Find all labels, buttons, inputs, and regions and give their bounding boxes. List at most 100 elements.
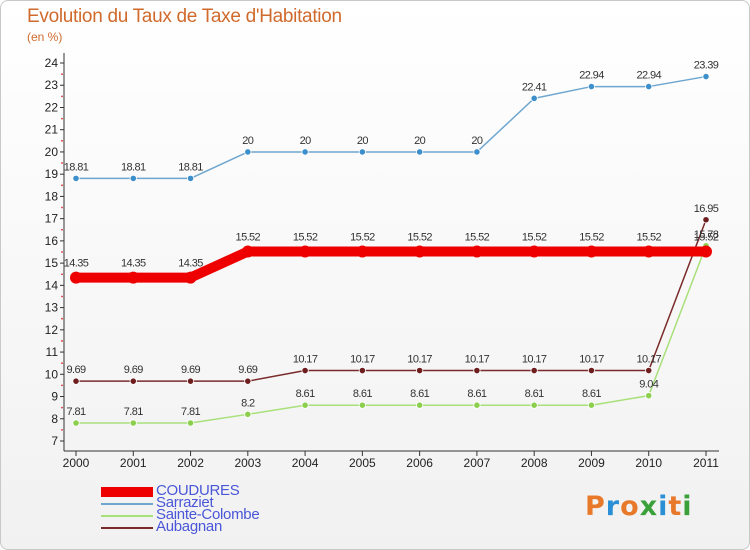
data-point-aubagnan [129,377,137,385]
y-tick-label: 23 [45,78,59,92]
data-point-sarraziet [244,148,252,156]
y-minor-tick [61,340,63,342]
data-label-aubagnan: 9.69 [181,364,200,376]
data-label-coudures: 15.52 [293,232,318,244]
x-tick-label: 2009 [578,456,605,470]
data-label-sainte-colombe: 7.81 [66,406,85,418]
data-label-coudures: 15.52 [350,232,375,244]
y-tick-label: 19 [45,167,59,181]
data-label-coudures: 15.52 [465,232,490,244]
data-point-coudures [356,245,369,258]
y-minor-tick [61,406,63,409]
data-point-sarraziet [530,94,538,102]
data-point-sarraziet [301,148,309,156]
data-point-coudures [585,245,598,258]
data-label-sarraziet: 22.94 [636,70,661,82]
y-tick-label: 7 [51,434,58,448]
data-label-coudures: 14.35 [121,258,146,270]
data-point-coudures [528,245,541,258]
data-label-sainte-colombe: 15.78 [694,229,719,241]
x-tick-label: 2002 [177,456,204,470]
data-point-sainte-colombe [645,392,653,400]
y-tick-label: 13 [45,301,59,315]
y-minor-tick [61,273,63,276]
data-point-sainte-colombe [358,401,366,409]
y-tick-label: 22 [45,100,59,114]
series-line-aubagnan [75,219,707,382]
data-label-aubagnan: 10.17 [293,354,318,366]
logo-letter: i [658,491,669,522]
x-tick-label: 2004 [292,456,319,470]
y-tick-label: 24 [45,56,59,70]
data-point-coudures [241,245,254,258]
y-tick-label: 18 [45,189,59,203]
data-point-sainte-colombe [301,401,309,409]
logo-letter: P [585,491,606,522]
data-label-sainte-colombe: 7.81 [181,406,200,418]
y-minor-tick [61,384,63,387]
data-label-aubagnan: 16.95 [694,203,719,215]
y-tick-label: 17 [45,212,59,226]
x-tick-label: 2005 [349,456,376,470]
data-point-sainte-colombe [530,401,538,409]
y-tick-label: 8 [51,412,58,426]
legend-label: Sarraziet [156,494,214,511]
data-label-aubagnan: 10.17 [636,354,661,366]
data-point-sainte-colombe [72,419,80,427]
logo-letter: x [639,491,659,522]
data-label-coudures: 15.52 [522,232,547,244]
data-label-coudures: 15.52 [407,232,432,244]
data-label-sarraziet: 22.94 [579,70,604,82]
data-label-sarraziet: 20 [471,135,483,147]
data-label-coudures: 15.52 [694,232,719,244]
data-label-aubagnan: 9.69 [124,364,143,376]
data-point-sainte-colombe [587,401,596,409]
data-label-sainte-colombe: 8.61 [353,388,372,400]
y-minor-tick [61,295,63,298]
logo-letter: t [668,491,683,522]
data-point-aubagnan [186,377,195,385]
data-label-aubagnan: 9.69 [66,364,85,376]
data-point-sarraziet [358,148,366,156]
legend-swatch [101,527,153,529]
x-tick-label: 2001 [120,456,147,470]
x-tick-label: 2000 [63,456,90,470]
data-label-sainte-colombe: 8.61 [525,388,544,400]
data-label-coudures: 15.52 [236,232,261,244]
legend-swatch [101,515,153,517]
data-point-aubagnan [72,377,80,385]
data-point-aubagnan [244,377,252,385]
y-minor-tick [61,428,63,431]
logo-letter: r [605,491,621,522]
y-minor-tick [61,139,63,142]
chart-unit: (en %) [27,30,63,44]
data-point-sainte-colombe [129,419,137,427]
data-point-sarraziet [587,82,596,91]
data-point-sarraziet [473,148,481,156]
chart-title: Evolution du Taux de Taxe d'Habitation [27,6,342,27]
data-point-sarraziet [645,82,653,91]
series-line-sainte-colombe [75,245,707,424]
series-line-coudures [71,246,711,283]
data-label-sarraziet: 20 [414,135,426,147]
data-point-sainte-colombe [186,419,195,427]
legend-label: Sainte-Colombe [156,506,260,523]
data-label-sainte-colombe: 8.61 [410,388,429,400]
y-tick-label: 20 [45,145,59,159]
data-point-coudures [299,245,312,258]
data-label-sainte-colombe: 8.61 [467,388,486,400]
data-label-sarraziet: 23.39 [694,60,719,72]
x-tick-label: 2010 [635,456,662,470]
data-label-sarraziet: 18.81 [178,161,203,173]
data-label-coudures: 14.35 [64,258,89,270]
data-label-aubagnan: 9.69 [238,364,257,376]
data-label-sainte-colombe: 9.04 [639,379,658,391]
legend-label: Aubagnan [156,518,223,535]
data-label-aubagnan: 10.17 [465,354,490,366]
data-point-aubagnan [645,366,653,375]
data-point-coudures [70,271,82,284]
data-point-aubagnan [358,366,366,375]
x-tick-label: 2011 [693,456,719,470]
data-label-sarraziet: 18.81 [121,161,146,173]
